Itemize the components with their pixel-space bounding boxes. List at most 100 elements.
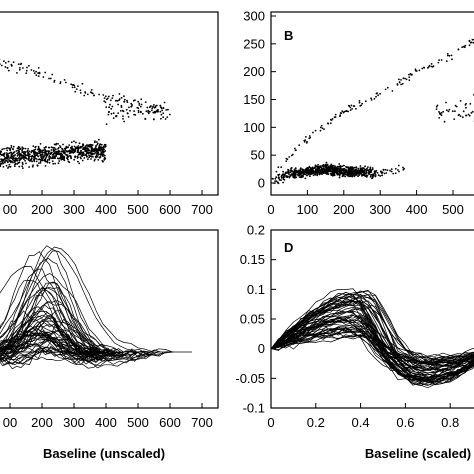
scatter-point xyxy=(112,112,115,115)
scatter-point xyxy=(161,109,164,112)
scatter-point xyxy=(1,148,4,151)
panel-d-x-axis-label: Baseline (scaled) xyxy=(365,446,471,461)
x-tick-label: 600 xyxy=(159,202,181,217)
scatter-point xyxy=(303,141,306,143)
scatter-point xyxy=(21,156,24,159)
scatter-point xyxy=(154,105,157,108)
scatter-point xyxy=(27,154,29,157)
scatter-point xyxy=(334,113,337,116)
scatter-point xyxy=(78,153,81,156)
scatter-point xyxy=(304,173,307,176)
scatter-point xyxy=(102,155,104,158)
scatter-point xyxy=(334,171,337,174)
x-tick-label: 00 xyxy=(3,202,17,217)
scatter-point xyxy=(112,94,114,97)
y-tick-label: 0.05 xyxy=(240,312,265,327)
scatter-point xyxy=(321,167,324,170)
scatter-point xyxy=(3,159,5,161)
scatter-point xyxy=(408,73,410,76)
scatter-point xyxy=(8,165,10,168)
scatter-point xyxy=(37,75,40,77)
scatter-point xyxy=(70,157,72,160)
scatter-point xyxy=(99,153,102,156)
scatter-point xyxy=(305,136,307,138)
scatter-point xyxy=(71,145,73,148)
scatter-point xyxy=(74,155,76,158)
scatter-point xyxy=(445,101,447,104)
scatter-point xyxy=(386,169,389,172)
scatter-point xyxy=(36,164,39,167)
y-tick-label: 0 xyxy=(258,341,265,356)
scatter-point xyxy=(339,171,342,173)
scatter-point xyxy=(115,99,118,102)
panel-c-frame xyxy=(0,229,219,409)
panel-c-lines xyxy=(0,245,192,370)
scatter-point xyxy=(462,45,465,48)
series-line xyxy=(0,340,141,369)
scatter-point xyxy=(7,155,10,158)
scatter-point xyxy=(285,160,288,163)
scatter-point xyxy=(332,170,334,173)
scatter-point xyxy=(81,152,84,155)
scatter-point xyxy=(439,113,442,116)
series-line xyxy=(0,250,152,354)
scatter-point xyxy=(45,145,47,148)
scatter-point xyxy=(351,170,354,173)
scatter-point xyxy=(394,172,397,175)
scatter-point xyxy=(45,160,47,163)
scatter-point xyxy=(0,162,3,165)
scatter-point xyxy=(34,145,37,148)
scatter-point xyxy=(148,110,151,113)
scatter-point xyxy=(333,116,336,119)
scatter-point xyxy=(338,176,341,179)
scatter-point xyxy=(308,135,311,137)
scatter-point xyxy=(27,158,29,160)
scatter-point xyxy=(454,104,457,107)
scatter-point xyxy=(82,144,85,147)
scatter-point xyxy=(65,147,68,149)
scatter-point xyxy=(319,170,322,172)
scatter-point xyxy=(369,166,372,169)
scatter-point xyxy=(361,175,363,177)
scatter-point xyxy=(345,110,348,112)
scatter-point xyxy=(4,66,7,68)
scatter-point xyxy=(275,180,278,183)
scatter-point xyxy=(103,145,105,148)
series-line xyxy=(0,257,101,353)
scatter-point xyxy=(152,111,155,114)
series-line xyxy=(0,304,96,353)
scatter-point xyxy=(56,150,58,153)
scatter-point xyxy=(99,148,102,151)
scatter-point xyxy=(120,96,123,99)
scatter-point xyxy=(43,151,46,154)
scatter-point xyxy=(274,178,277,180)
scatter-point xyxy=(316,167,319,169)
scatter-point xyxy=(42,76,45,78)
scatter-point xyxy=(391,90,394,92)
scatter-point xyxy=(383,172,386,175)
scatter-point xyxy=(123,100,125,103)
scatter-point xyxy=(363,171,366,174)
scatter-point xyxy=(48,161,51,164)
scatter-point xyxy=(38,162,40,165)
scatter-point xyxy=(0,63,1,65)
scatter-point xyxy=(60,150,63,153)
scatter-point xyxy=(138,102,141,105)
scatter-point xyxy=(127,106,130,109)
scatter-point xyxy=(423,66,426,69)
scatter-point xyxy=(147,109,150,112)
series-line xyxy=(270,327,474,365)
panel-c-x-ticks: 00 200 300 400 500 600 700 xyxy=(3,403,213,430)
scatter-point xyxy=(3,161,6,163)
scatter-point xyxy=(9,149,12,152)
scatter-point xyxy=(39,162,42,164)
scatter-point xyxy=(421,67,424,70)
scatter-point xyxy=(461,116,464,119)
scatter-point xyxy=(7,167,9,169)
scatter-point xyxy=(98,138,100,141)
scatter-point xyxy=(97,159,100,161)
scatter-point xyxy=(409,72,412,75)
scatter-point xyxy=(2,165,5,168)
scatter-point xyxy=(277,166,280,169)
